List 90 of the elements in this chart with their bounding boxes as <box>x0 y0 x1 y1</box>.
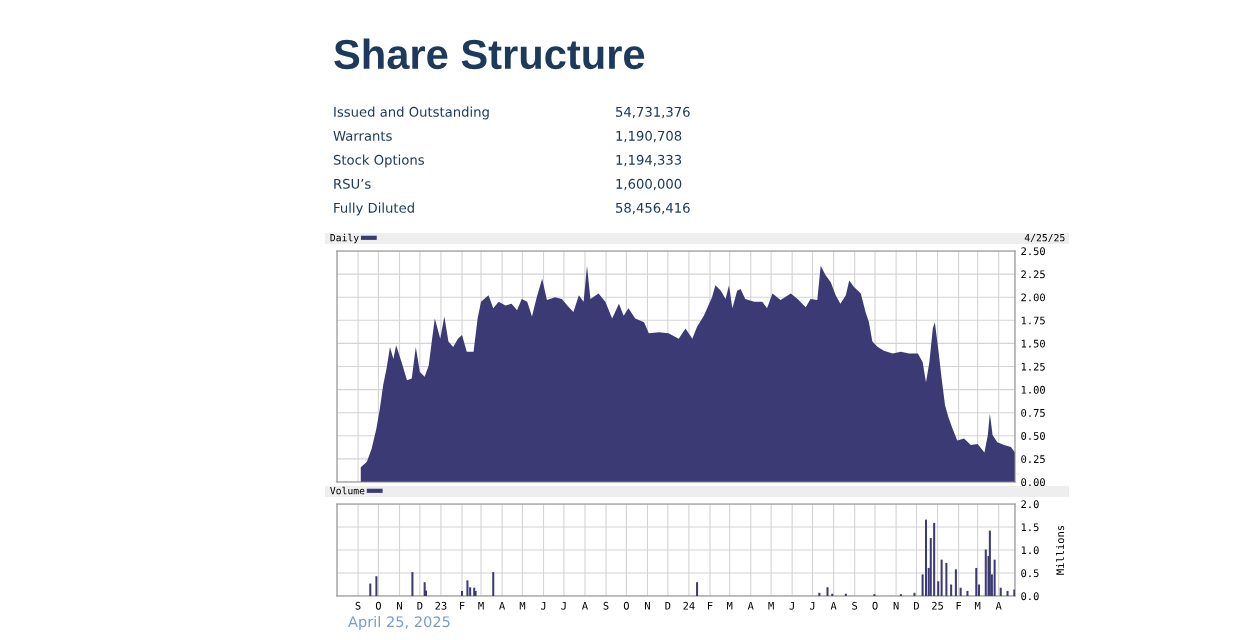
y-tick-label: 1.75 <box>1021 316 1045 325</box>
bar <box>924 519 928 596</box>
text: Share Structure <box>334 38 645 70</box>
text: April 25, 2025 <box>348 615 450 631</box>
x-tick-label: A <box>499 601 506 610</box>
bar <box>474 590 477 596</box>
x-tick-label: J <box>789 601 794 610</box>
y-tick-label: 1.25 <box>1021 362 1045 371</box>
x-tick-label: A <box>830 601 837 610</box>
y-tick-label: 0.50 <box>1021 432 1045 440</box>
bar <box>826 587 829 596</box>
bar <box>696 582 699 596</box>
bar <box>959 587 962 596</box>
bar <box>940 559 943 596</box>
legend-label: Daily <box>330 233 359 244</box>
x-tick-label: J <box>561 601 566 610</box>
x-tick-label: 25 <box>932 601 943 610</box>
text: 58,456,416 <box>616 202 690 215</box>
x-tick-label: F <box>708 601 713 610</box>
y-tick-label: 0.75 <box>1021 408 1045 417</box>
bar <box>369 583 372 596</box>
x-tick-label: M <box>519 601 526 610</box>
y-axis-title: Millions <box>1056 525 1065 575</box>
x-tick-label: M <box>768 601 774 610</box>
bar <box>375 576 378 596</box>
x-tick-label: S <box>355 601 361 610</box>
text: 1,190,708 <box>616 130 682 143</box>
bar <box>945 562 948 596</box>
bar <box>993 559 996 596</box>
bar <box>937 581 940 596</box>
y-tick-label: 1.0 <box>1021 546 1039 555</box>
x-tick-label: A <box>995 601 1002 610</box>
bar <box>950 584 953 596</box>
text: Fully Diluted <box>334 202 414 216</box>
text: 54,731,376 <box>616 106 690 119</box>
y-tick-label: 0.0 <box>1021 592 1039 601</box>
y-tick-label: 1.50 <box>1021 339 1045 348</box>
x-tick-label: F <box>460 601 465 610</box>
x-tick-label: O <box>623 601 629 610</box>
x-tick-label: S <box>852 601 858 610</box>
x-tick-label: 24 <box>683 601 695 610</box>
bar <box>460 590 464 596</box>
x-tick-label: D <box>665 601 671 610</box>
x-tick-label: D <box>914 601 919 610</box>
text: 4/25/25 <box>1024 233 1065 243</box>
bar <box>473 587 476 596</box>
y-tick-label: 0.25 <box>1021 455 1045 464</box>
y-tick-label: 2.50 <box>1021 247 1045 256</box>
bar <box>988 530 991 596</box>
x-tick-label: F <box>956 601 962 610</box>
x-tick-label: M <box>478 601 484 610</box>
bar <box>933 522 936 596</box>
bar <box>954 569 957 596</box>
y-tick-label: 0.00 <box>1021 478 1045 487</box>
bar <box>975 567 978 596</box>
bar <box>1006 590 1009 596</box>
x-tick-label: 23 <box>435 601 447 610</box>
x-tick-label: O <box>375 601 381 610</box>
x-tick-label: M <box>726 601 733 610</box>
x-tick-label: M <box>974 601 981 610</box>
x-tick-label: O <box>872 601 878 610</box>
y-tick-label: 2.25 <box>1021 270 1045 279</box>
y-tick-label: 2.00 <box>1021 293 1045 302</box>
bar <box>492 572 495 596</box>
y-tick-label: 1.00 <box>1021 385 1045 394</box>
x-tick-label: J <box>809 601 815 610</box>
x-tick-label: A <box>747 601 754 610</box>
x-tick-label: N <box>893 601 899 610</box>
text: Stock Options <box>333 154 424 168</box>
y-tick-label: 1.5 <box>1021 523 1039 532</box>
bar <box>999 587 1002 596</box>
bar <box>411 572 414 596</box>
x-tick-label: N <box>397 601 402 610</box>
bar <box>466 580 469 596</box>
bar <box>966 590 969 596</box>
x-tick-label: S <box>603 601 609 610</box>
text: RSU’s <box>334 178 371 189</box>
text: Issued and Outstanding <box>334 106 489 120</box>
text: 1,194,333 <box>616 154 682 167</box>
y-tick-label: 2.0 <box>1021 500 1039 509</box>
x-tick-label: N <box>645 601 650 610</box>
legend-label: Volume <box>330 486 365 495</box>
bar <box>984 549 987 596</box>
x-tick-label: D <box>417 601 423 610</box>
y-tick-label: 0.5 <box>1021 569 1039 578</box>
bar <box>1013 589 1015 596</box>
text: 1,600,000 <box>616 178 682 191</box>
text: Warrants <box>333 131 392 141</box>
x-tick-label: A <box>582 601 588 610</box>
x-tick-label: J <box>540 601 546 610</box>
